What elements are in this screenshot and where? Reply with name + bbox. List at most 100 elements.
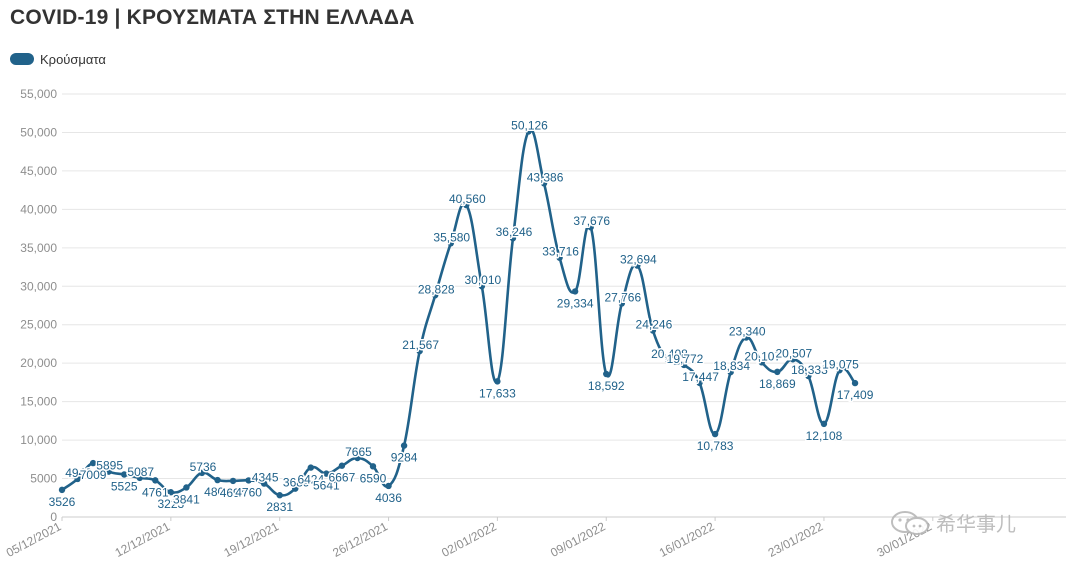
y-tick-label: 45,000 [20, 164, 57, 178]
data-point [789, 356, 797, 363]
data-point [743, 334, 750, 341]
data-point [292, 485, 299, 492]
data-label: 4694 [220, 486, 247, 500]
data-point [214, 476, 221, 484]
y-tick-label: 30,000 [20, 279, 57, 293]
watermark-text: 希华事儿 [936, 514, 1016, 536]
data-label: 17,409 [837, 388, 874, 402]
data-label: 6590 [360, 471, 387, 485]
data-point [463, 201, 470, 209]
chart-title: COVID-19 | ΚΡΟΥΣΜΑΤΑ ΣΤΗΝ ΕΛΛΑΔΑ [10, 6, 415, 29]
y-tick-label: 50,000 [20, 125, 57, 139]
data-label: 18,834 [713, 359, 750, 373]
data-point [556, 254, 563, 261]
y-tick-label: 55,000 [20, 87, 57, 101]
x-tick-label: 05/12/2021 [4, 519, 64, 560]
y-tick-label: 20,000 [20, 356, 57, 370]
data-label: 43,386 [527, 170, 564, 184]
data-label: 50,126 [511, 118, 548, 132]
y-axis-tick-labels: 0 5000 10,000 15,000 20,000 25,000 30,000 35,00… [20, 87, 57, 524]
data-label: 27,766 [604, 290, 641, 304]
data-label: 20,507 [775, 346, 812, 360]
data-point [167, 489, 175, 496]
data-label: 36,246 [496, 225, 533, 239]
data-point [338, 462, 346, 469]
data-point [369, 463, 377, 470]
data-point [74, 475, 81, 483]
data-point [774, 368, 781, 376]
data-point [400, 442, 408, 449]
data-label: 18,869 [759, 377, 796, 391]
y-tick-label: 15,000 [20, 395, 57, 409]
data-point [245, 477, 252, 484]
data-point [152, 477, 159, 484]
data-label: 30,010 [464, 273, 501, 287]
data-point [727, 368, 734, 376]
data-point [432, 292, 439, 299]
data-point [696, 379, 703, 387]
data-label: 5641 [313, 479, 340, 493]
data-point [836, 367, 843, 374]
data-label: 37,676 [573, 214, 610, 228]
data-label: 23,340 [729, 324, 766, 338]
data-point [540, 180, 548, 187]
x-tick-label: 23/01/2022 [766, 519, 826, 560]
data-point [478, 282, 486, 290]
data-label: 20,408 [651, 347, 688, 361]
legend[interactable]: Κρούσματα [10, 50, 106, 68]
data-label: 3689 [283, 476, 310, 490]
data-label: 9284 [391, 451, 418, 465]
data-label: 33,716 [542, 245, 579, 259]
data-point [711, 430, 719, 438]
data-point [136, 474, 143, 482]
data-label: 19,075 [822, 357, 859, 371]
data-point [851, 379, 859, 387]
data-point [229, 477, 237, 485]
data-label: 4943 [65, 466, 92, 480]
x-tick-label: 12/12/2021 [113, 519, 173, 560]
data-point [805, 372, 812, 380]
data-label: 10,783 [697, 439, 734, 453]
legend-label: Κρούσματα [40, 51, 106, 67]
data-point [603, 370, 610, 378]
chat-bubbles-icon [891, 510, 929, 535]
data-label: 24,246 [636, 318, 673, 332]
data-label: 18,592 [588, 379, 625, 393]
data-label: 4760 [235, 485, 262, 499]
data-label: 18,333 [791, 363, 828, 377]
data-point [680, 361, 688, 369]
x-tick-label: 02/01/2022 [439, 519, 499, 560]
data-point [198, 469, 206, 477]
data-point [494, 378, 501, 385]
data-point [183, 484, 190, 491]
data-label: 4804 [204, 485, 231, 499]
data-point [447, 240, 454, 247]
data-point [307, 464, 314, 471]
data-point [276, 492, 283, 499]
data-label: 40,560 [449, 192, 486, 206]
x-axis-tick-labels: 05/12/2021 12/12/2021 19/12/2021 26/12/2021… [4, 519, 935, 560]
x-tick-label: 09/01/2022 [548, 519, 608, 560]
data-label: 6424 [297, 473, 324, 487]
data-points [58, 128, 859, 499]
legend-swatch [10, 53, 34, 65]
data-label: 5895 [96, 459, 123, 473]
data-label: 21,567 [402, 338, 439, 352]
data-label: 3841 [173, 492, 200, 506]
data-point [354, 454, 361, 462]
y-tick-label: 35,000 [20, 241, 57, 255]
watermark: 希华事儿 [890, 508, 1016, 537]
data-label: 35,580 [433, 230, 470, 244]
data-label: 17,447 [682, 370, 719, 384]
data-point [105, 468, 112, 475]
data-label: 20,107 [744, 349, 781, 363]
data-label: 4761 [142, 485, 169, 499]
data-label: 12,108 [806, 429, 843, 443]
data-label: 7665 [345, 445, 372, 459]
data-point [58, 486, 66, 494]
x-tick-label: 16/01/2022 [657, 519, 717, 560]
data-point [634, 262, 641, 269]
data-point [509, 235, 517, 242]
y-tick-label: 10,000 [20, 433, 57, 447]
